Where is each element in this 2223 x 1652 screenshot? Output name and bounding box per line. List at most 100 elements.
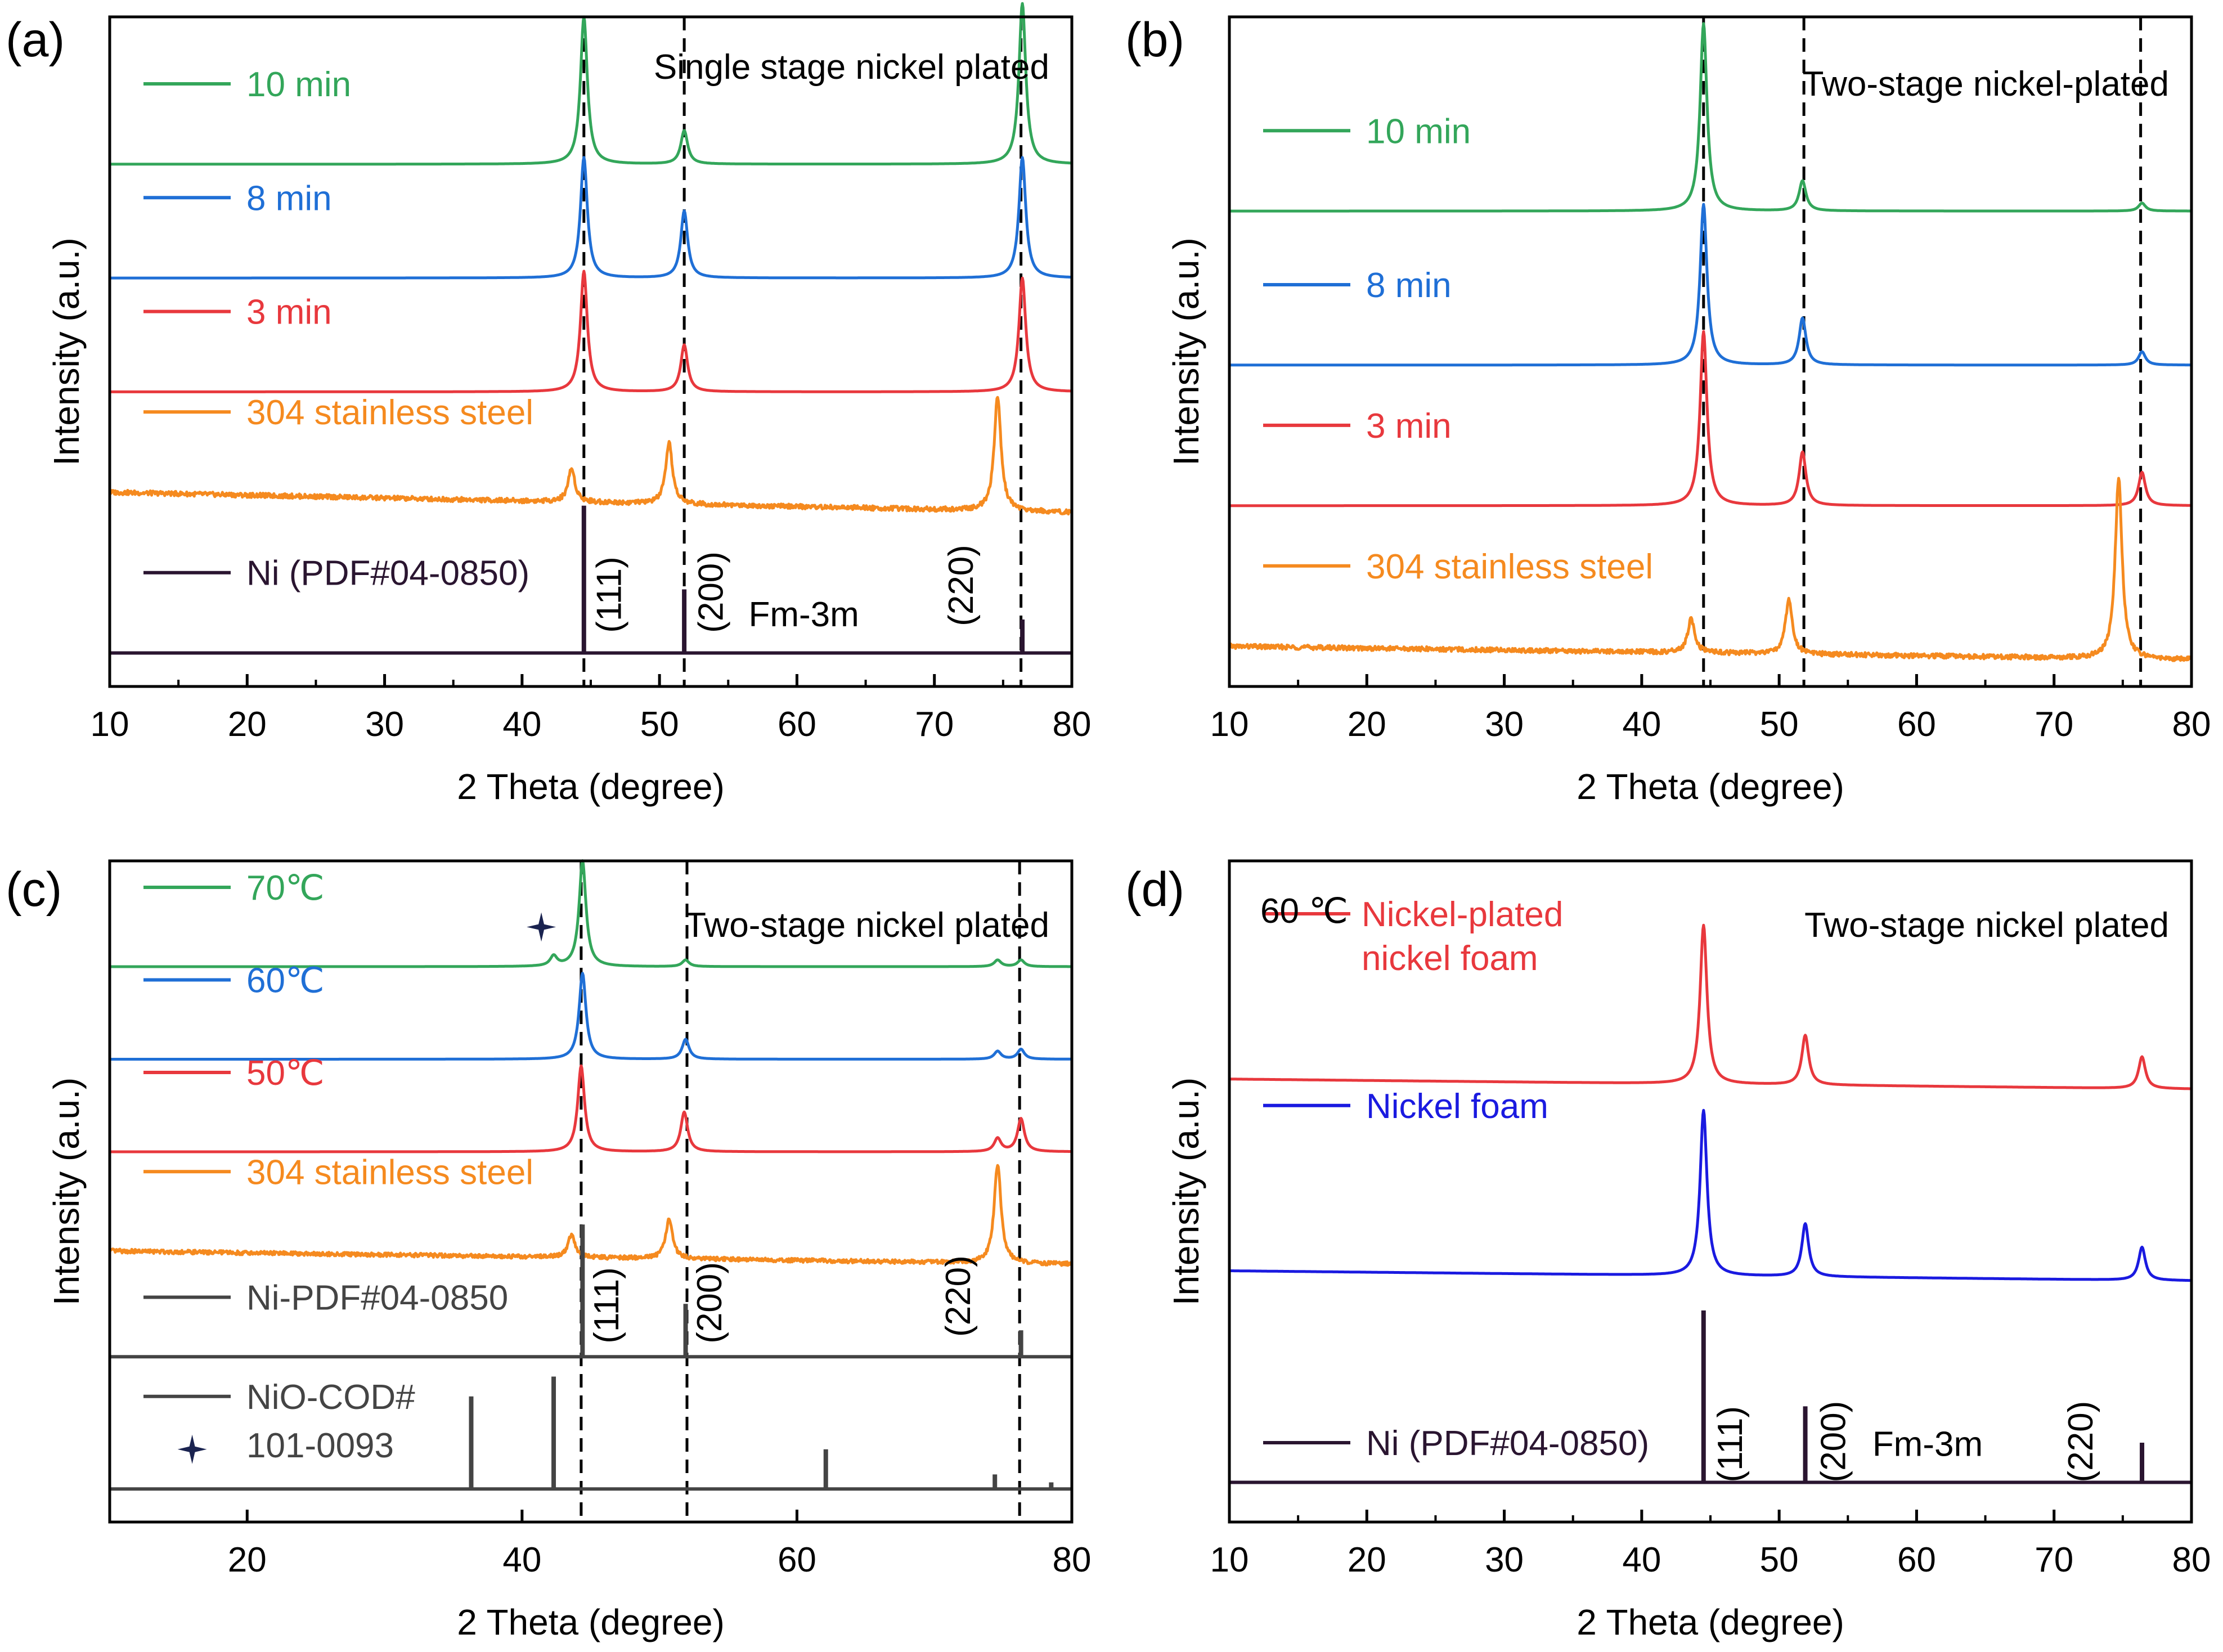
- annotation-2: (200): [1814, 1401, 1853, 1483]
- x-tick-label-6: 60: [1897, 1541, 1936, 1579]
- peak-point-4-1: [570, 1226, 573, 1229]
- chart-title: Single stage nickel plated: [654, 48, 1049, 87]
- x-tick-label-1: 10: [1210, 1541, 1249, 1579]
- peak-point-2-2: [684, 1038, 688, 1041]
- peak-point-2-2: [1804, 1216, 1807, 1220]
- peak-point-3-4: [1020, 1117, 1023, 1120]
- y-axis-label: Intensity (a.u.): [46, 1078, 87, 1306]
- series-line-2: [1228, 1108, 2193, 1282]
- reference2-stick-4: [993, 1474, 998, 1489]
- x-axis-label: 2 Theta (degree): [1577, 1602, 1844, 1642]
- peak-point-3-3: [2140, 470, 2144, 474]
- x-tick-label-7: 70: [2035, 705, 2073, 744]
- legend-label-1: 10 min: [1366, 112, 1471, 151]
- legend-label-4: 304 stainless steel: [246, 1153, 533, 1192]
- peak-point-4-2: [667, 1210, 671, 1213]
- reference-stick-3: [1018, 1330, 1023, 1357]
- x-tick-label-8: 80: [2172, 705, 2211, 744]
- reference-label: Ni (PDF#04-0850): [246, 554, 529, 593]
- legend-label-1: Nickel-plated: [1362, 895, 1563, 934]
- annotation-2: (200): [692, 551, 731, 633]
- reference-label: Ni-PDF#04-0850: [246, 1279, 508, 1318]
- x-tick-label-3: 30: [1485, 705, 1524, 744]
- x-tick-label-6: 60: [778, 705, 816, 744]
- x-tick-label-5: 50: [640, 705, 679, 744]
- x-axis-label: 2 Theta (degree): [1577, 766, 1844, 807]
- peak-point-1-1: [552, 955, 555, 958]
- legend-label-3: 3 min: [246, 293, 332, 332]
- annotation-1: (111): [587, 1267, 626, 1344]
- x-tick-label-8: 80: [1053, 705, 1092, 744]
- series-line-4: [109, 1164, 1074, 1267]
- chart-title: Two-stage nickel plated: [1804, 906, 2169, 945]
- annotation-3: (220): [939, 1255, 978, 1337]
- peak-point-2-1: [1702, 203, 1705, 206]
- panel-label: (c): [6, 863, 62, 917]
- reference2-stick-1: [469, 1396, 474, 1489]
- peak-point-1-3: [2140, 1045, 2144, 1049]
- series-line-3: [1228, 330, 2193, 508]
- y-axis-label: Intensity (a.u.): [1166, 237, 1206, 466]
- series-line-2: [1228, 203, 2193, 367]
- peak-point-2-2: [682, 209, 686, 213]
- reference-stick-1: [580, 1224, 585, 1357]
- y-axis-label: Intensity (a.u.): [1166, 1078, 1206, 1306]
- reference2-stick-5: [1049, 1482, 1054, 1489]
- series-line-4: [109, 396, 1074, 516]
- chart-title: Two-stage nickel plated: [685, 906, 1049, 945]
- reference2-stick-3: [823, 1449, 828, 1489]
- peak-point-2-1: [581, 972, 584, 975]
- reference2-stick-2: [551, 1376, 556, 1489]
- x-tick-label-1: 10: [1210, 705, 1249, 744]
- legend-label-4: 304 stainless steel: [1366, 547, 1653, 586]
- x-axis-label: 2 Theta (degree): [457, 1602, 725, 1642]
- peak-point-2-4: [1020, 1048, 1023, 1051]
- series-line-1: [109, 2, 1073, 166]
- peak-point-2-1: [1702, 1104, 1705, 1107]
- legend-label-4: 304 stainless steel: [246, 393, 533, 432]
- series-line-2: [109, 156, 1073, 280]
- x-tick-label-4: 40: [1622, 705, 1661, 744]
- series-line-3: [109, 1064, 1073, 1153]
- series-line-2: [109, 972, 1073, 1061]
- x-tick-label-1: 20: [228, 1541, 267, 1579]
- panel-d: (d) Nickel-plated nickel foam Nickel foam Ni…: [1125, 859, 2211, 1642]
- x-tick-label-4: 40: [1622, 1541, 1661, 1579]
- x-tick-label-2: 20: [1348, 705, 1386, 744]
- x-axis-label: 2 Theta (degree): [457, 766, 725, 807]
- annotation-4: Fm-3m: [748, 595, 859, 634]
- plot-frame: [108, 859, 1074, 1524]
- series-line-1: [1228, 22, 2193, 213]
- reference-stick-2: [1803, 1406, 1808, 1483]
- x-tick-label-7: 70: [2035, 1541, 2073, 1579]
- peak-point-2-3: [2140, 350, 2144, 353]
- peak-point-1-4: [996, 958, 999, 962]
- legend-label-2: 60℃: [246, 962, 325, 1000]
- star-marker-icon-1: [527, 912, 556, 942]
- chart-title: Two-stage nickel-plated: [1803, 65, 2169, 104]
- peak-point-1-2: [1801, 179, 1804, 183]
- legend-label-2: Nickel foam: [1366, 1087, 1548, 1126]
- peak-point-4-2: [667, 430, 671, 434]
- peak-point-4-3: [996, 1150, 999, 1153]
- legend-label-3: 3 min: [1366, 407, 1452, 446]
- series-line-1: [109, 859, 1073, 968]
- panel-c: (c) 70℃ 60℃ 50℃ 304 stainless steel Ni-PDF#04…: [6, 859, 1091, 1642]
- peak-point-4-2: [1787, 591, 1790, 594]
- peak-point-3-2: [1801, 451, 1804, 454]
- peak-point-4-3: [2117, 464, 2121, 467]
- legend-label-1: 70℃: [246, 869, 325, 908]
- panel-label: (b): [1125, 13, 1184, 67]
- temperature-label: 60 ℃: [1260, 892, 1348, 931]
- annotation-3: (220): [942, 545, 981, 626]
- legend-label-2: 8 min: [1366, 266, 1452, 305]
- legend-label-3: 50℃: [246, 1054, 325, 1093]
- peak-point-1-1: [1702, 919, 1705, 922]
- reference-stick-2: [683, 1304, 688, 1357]
- x-tick-label-8: 80: [2172, 1541, 2211, 1579]
- reference2-label: NiO-COD#: [246, 1378, 415, 1417]
- peak-point-4-1: [570, 457, 573, 460]
- reference-stick-3: [1020, 620, 1025, 653]
- peak-point-3-1: [1702, 330, 1705, 333]
